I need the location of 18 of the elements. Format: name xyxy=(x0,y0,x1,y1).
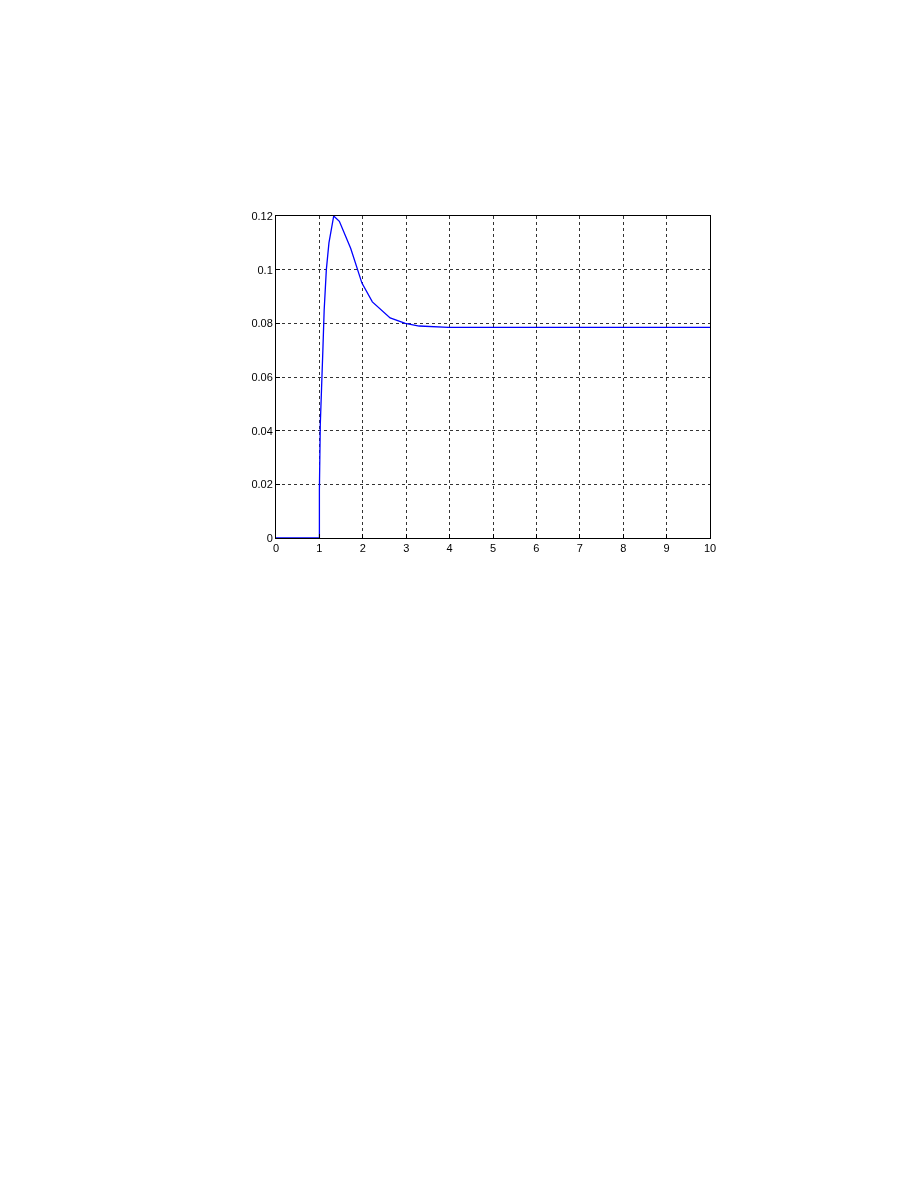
x-tick-label: 4 xyxy=(446,542,453,555)
x-tick-label: 3 xyxy=(403,542,410,555)
x-tick-label: 2 xyxy=(359,542,366,555)
line-series xyxy=(276,216,710,538)
x-tick-label: 10 xyxy=(703,542,717,555)
x-tick-label: 6 xyxy=(533,542,540,555)
y-tick-label: 0.1 xyxy=(257,263,273,276)
y-tick-label: 0.04 xyxy=(251,424,273,437)
y-tick-label: 0.12 xyxy=(251,209,273,222)
y-tick-label: 0.02 xyxy=(251,478,273,491)
y-tick-label: 0.08 xyxy=(251,317,273,330)
x-tick-label: 8 xyxy=(620,542,627,555)
x-tick-label: 9 xyxy=(663,542,670,555)
y-tick-label: 0 xyxy=(266,531,273,544)
x-tick-label: 1 xyxy=(316,542,323,555)
y-tick-label: 0.06 xyxy=(251,370,273,383)
x-tick-label: 5 xyxy=(489,542,497,555)
x-tick-label: 7 xyxy=(576,542,583,555)
